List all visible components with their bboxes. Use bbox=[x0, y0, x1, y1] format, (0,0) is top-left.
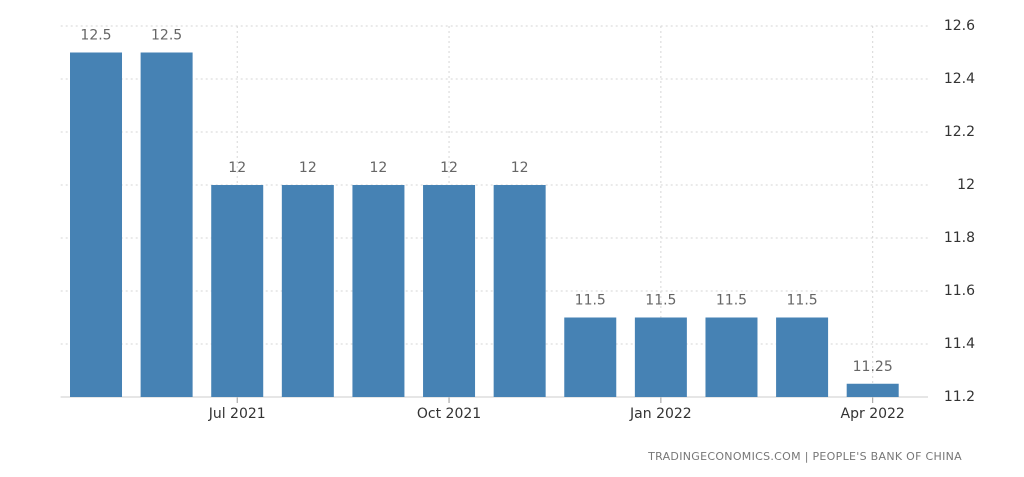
value-label: 11.5 bbox=[716, 293, 747, 309]
bar bbox=[140, 52, 193, 397]
value-label: 12.5 bbox=[151, 28, 182, 44]
bar bbox=[564, 317, 617, 397]
bar bbox=[423, 185, 476, 397]
x-tick-label: Jul 2021 bbox=[208, 406, 266, 422]
y-tick-label: 11.2 bbox=[944, 389, 975, 405]
x-tick-label: Jan 2022 bbox=[629, 406, 692, 422]
value-label: 11.5 bbox=[575, 293, 606, 309]
value-label: 11.5 bbox=[787, 293, 818, 309]
value-label: 12 bbox=[440, 160, 458, 176]
value-label: 12 bbox=[511, 160, 529, 176]
bar bbox=[211, 185, 264, 397]
value-label: 12 bbox=[228, 160, 246, 176]
y-tick-label: 12.4 bbox=[944, 71, 975, 87]
y-tick-label: 12 bbox=[957, 177, 975, 193]
bar bbox=[352, 185, 405, 397]
value-label: 12 bbox=[370, 160, 388, 176]
y-tick-label: 12.2 bbox=[944, 124, 975, 140]
bar bbox=[634, 317, 687, 397]
value-label: 11.25 bbox=[853, 359, 893, 375]
y-tick-label: 11.8 bbox=[944, 230, 975, 246]
bar bbox=[705, 317, 758, 397]
bar bbox=[776, 317, 829, 397]
y-tick-label: 11.4 bbox=[944, 336, 975, 352]
value-label: 12.5 bbox=[80, 28, 111, 44]
x-tick-label: Apr 2022 bbox=[841, 406, 905, 422]
y-tick-label: 12.6 bbox=[944, 18, 975, 34]
bar bbox=[846, 383, 899, 397]
bar bbox=[70, 52, 123, 397]
value-label: 12 bbox=[299, 160, 317, 176]
bar bbox=[281, 185, 334, 397]
x-tick-label: Oct 2021 bbox=[417, 406, 481, 422]
y-tick-label: 11.6 bbox=[944, 283, 975, 299]
value-label: 11.5 bbox=[645, 293, 676, 309]
source: TRADINGECONOMICS.COM | PEOPLE'S BANK OF … bbox=[647, 450, 962, 463]
bar bbox=[493, 185, 546, 397]
